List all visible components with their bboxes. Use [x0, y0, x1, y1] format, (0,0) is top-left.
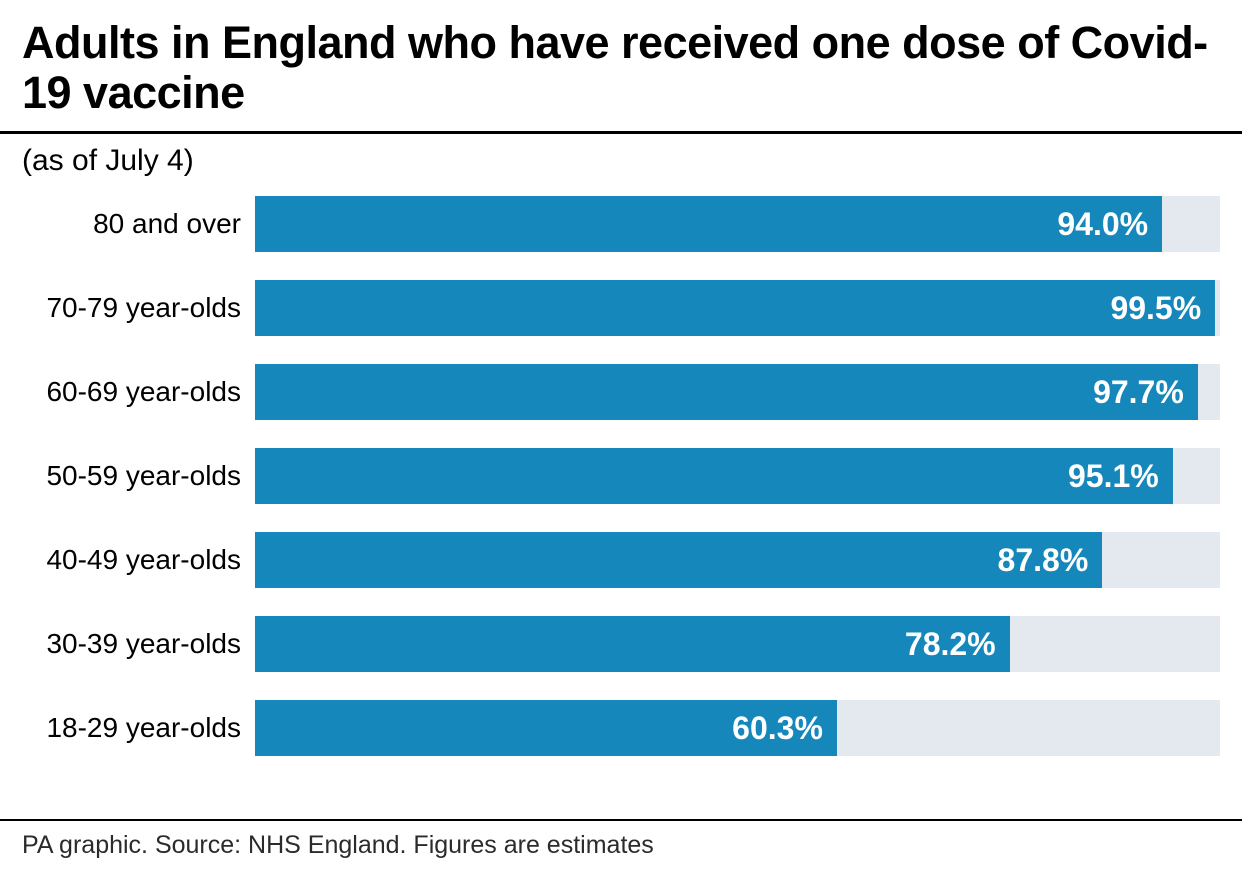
bar-fill: 60.3% [255, 700, 837, 756]
bar-value: 95.1% [1068, 458, 1159, 495]
bar-track: 95.1% [255, 448, 1220, 504]
bar-row: 60-69 year-olds 97.7% [0, 364, 1220, 420]
bar-fill: 97.7% [255, 364, 1198, 420]
bar-track: 94.0% [255, 196, 1220, 252]
bar-fill: 87.8% [255, 532, 1102, 588]
chart-title: Adults in England who have received one … [0, 18, 1242, 131]
bar-value: 97.7% [1093, 374, 1184, 411]
bar-track: 97.7% [255, 364, 1220, 420]
bar-row: 50-59 year-olds 95.1% [0, 448, 1220, 504]
chart-subtitle: (as of July 4) [0, 134, 1242, 196]
bar-row: 80 and over 94.0% [0, 196, 1220, 252]
bar-row: 18-29 year-olds 60.3% [0, 700, 1220, 756]
category-label: 40-49 year-olds [0, 544, 255, 576]
bar-track: 60.3% [255, 700, 1220, 756]
chart-footer: PA graphic. Source: NHS England. Figures… [0, 819, 1242, 860]
category-label: 18-29 year-olds [0, 712, 255, 744]
bar-fill: 94.0% [255, 196, 1162, 252]
bar-fill: 78.2% [255, 616, 1010, 672]
bar-value: 94.0% [1057, 206, 1148, 243]
category-label: 30-39 year-olds [0, 628, 255, 660]
bar-fill: 95.1% [255, 448, 1173, 504]
bar-value: 78.2% [905, 626, 996, 663]
category-label: 80 and over [0, 208, 255, 240]
chart-container: Adults in England who have received one … [0, 0, 1242, 870]
bar-chart: 80 and over 94.0% 70-79 year-olds 99.5% … [0, 196, 1242, 756]
bar-row: 30-39 year-olds 78.2% [0, 616, 1220, 672]
bar-row: 70-79 year-olds 99.5% [0, 280, 1220, 336]
category-label: 50-59 year-olds [0, 460, 255, 492]
bar-track: 87.8% [255, 532, 1220, 588]
bar-value: 87.8% [998, 542, 1089, 579]
bar-value: 99.5% [1110, 290, 1201, 327]
bar-row: 40-49 year-olds 87.8% [0, 532, 1220, 588]
bar-value: 60.3% [732, 710, 823, 747]
category-label: 70-79 year-olds [0, 292, 255, 324]
bar-track: 99.5% [255, 280, 1220, 336]
bar-fill: 99.5% [255, 280, 1215, 336]
category-label: 60-69 year-olds [0, 376, 255, 408]
bar-track: 78.2% [255, 616, 1220, 672]
